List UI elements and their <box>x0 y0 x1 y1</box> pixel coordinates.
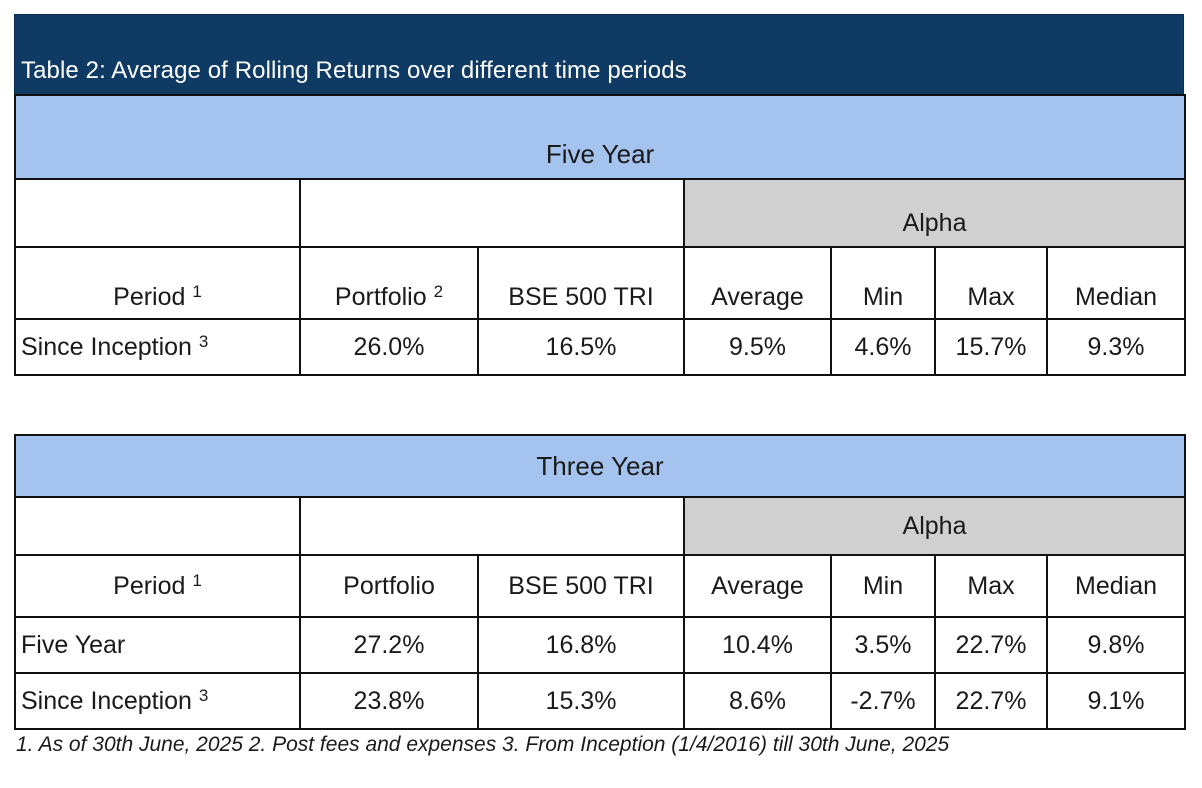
header-benchmark: BSE 500 TRI <box>477 554 685 618</box>
cell-benchmark: 16.5% <box>477 318 685 376</box>
alpha-group-header: Alpha <box>682 496 1187 556</box>
cell-period: Five Year <box>14 616 301 674</box>
header-max: Max <box>934 246 1048 320</box>
cell-median: 9.1% <box>1045 672 1187 730</box>
group-header-row: Alpha <box>14 178 1187 248</box>
header-period: Period 1 <box>14 246 301 320</box>
table-row: Since Inception 3 23.8% 15.3% 8.6% -2.7%… <box>14 672 1187 730</box>
cell-benchmark: 16.8% <box>477 616 685 674</box>
band-five-year: Five Year <box>13 94 1187 180</box>
empty-cell <box>299 178 685 248</box>
column-header-row: Period 1 Portfolio 2 BSE 500 TRI Average… <box>14 246 1187 320</box>
cell-average: 9.5% <box>683 318 832 376</box>
header-portfolio: Portfolio 2 <box>299 246 479 320</box>
header-portfolio: Portfolio <box>299 554 479 618</box>
group-header-row: Alpha <box>14 496 1187 556</box>
header-median: Median <box>1045 554 1187 618</box>
cell-period: Since Inception 3 <box>14 672 301 730</box>
header-period: Period 1 <box>14 554 301 618</box>
cell-max: 22.7% <box>934 616 1048 674</box>
table-title-bar: Table 2: Average of Rolling Returns over… <box>14 14 1184 96</box>
cell-period: Since Inception 3 <box>14 318 301 376</box>
empty-cell <box>299 496 685 556</box>
cell-benchmark: 15.3% <box>477 672 685 730</box>
band-three-year: Three Year <box>13 434 1187 498</box>
footnote: 1. As of 30th June, 2025 2. Post fees an… <box>16 733 950 756</box>
cell-portfolio: 26.0% <box>299 318 479 376</box>
cell-median: 9.8% <box>1045 616 1187 674</box>
table-row: Five Year 27.2% 16.8% 10.4% 3.5% 22.7% 9… <box>14 616 1187 674</box>
cell-portfolio: 27.2% <box>299 616 479 674</box>
band-row: Three Year <box>13 434 1187 498</box>
cell-average: 10.4% <box>683 616 832 674</box>
band-row: Five Year <box>13 94 1187 180</box>
five-year-table: Five Year Alpha Period 1 Portfolio 2 BSE… <box>13 94 1187 376</box>
cell-max: 15.7% <box>934 318 1048 376</box>
three-year-table: Three Year Alpha Period 1 Portfolio BSE … <box>13 434 1187 730</box>
cell-portfolio: 23.8% <box>299 672 479 730</box>
empty-cell <box>14 178 301 248</box>
header-min: Min <box>830 246 936 320</box>
cell-min: -2.7% <box>830 672 936 730</box>
header-average: Average <box>683 554 832 618</box>
cell-average: 8.6% <box>683 672 832 730</box>
alpha-group-header: Alpha <box>682 178 1187 248</box>
header-min: Min <box>830 554 936 618</box>
header-max: Max <box>934 554 1048 618</box>
table-row: Since Inception 3 26.0% 16.5% 9.5% 4.6% … <box>14 318 1187 376</box>
empty-cell <box>14 496 301 556</box>
cell-max: 22.7% <box>934 672 1048 730</box>
header-median: Median <box>1045 246 1187 320</box>
cell-min: 4.6% <box>830 318 936 376</box>
cell-min: 3.5% <box>830 616 936 674</box>
table-title: Table 2: Average of Rolling Returns over… <box>21 57 687 84</box>
header-average: Average <box>683 246 832 320</box>
column-header-row: Period 1 Portfolio BSE 500 TRI Average M… <box>14 554 1187 618</box>
header-benchmark: BSE 500 TRI <box>477 246 685 320</box>
cell-median: 9.3% <box>1045 318 1187 376</box>
